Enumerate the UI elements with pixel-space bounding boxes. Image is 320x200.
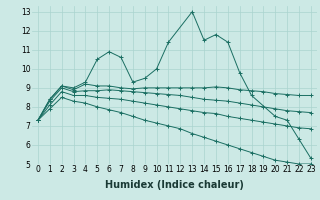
X-axis label: Humidex (Indice chaleur): Humidex (Indice chaleur)	[105, 180, 244, 190]
